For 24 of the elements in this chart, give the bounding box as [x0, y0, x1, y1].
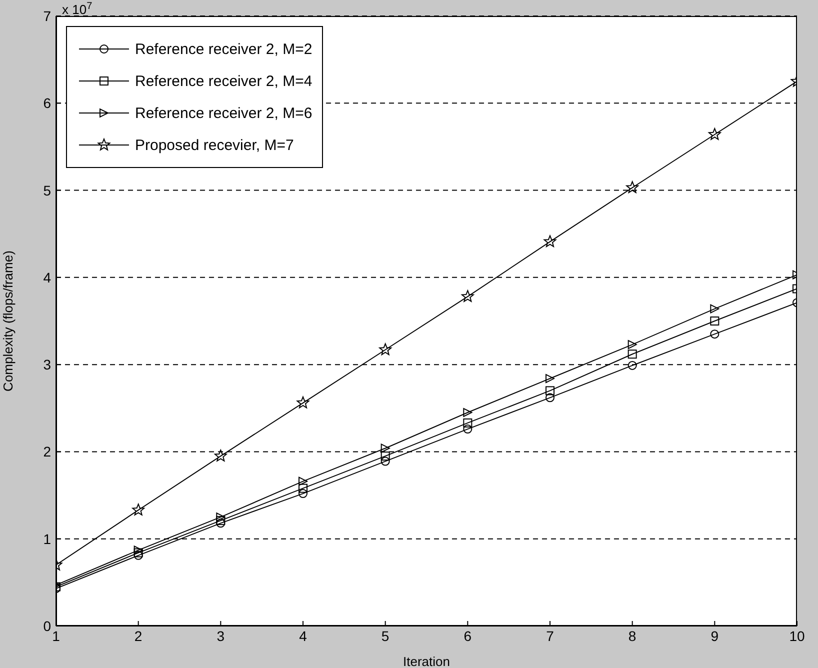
y-tick-label: 4 — [43, 269, 52, 286]
x-tick-label: 6 — [464, 628, 472, 644]
legend-label: Reference receiver 2, M=2 — [135, 40, 312, 58]
x-tick-label: 7 — [546, 628, 554, 644]
x-tick-label: 2 — [134, 628, 142, 644]
x-tick-label: 5 — [381, 628, 390, 644]
y-tick-label: 0 — [43, 618, 52, 634]
x-tick-label: 3 — [216, 628, 225, 644]
y-axis-title: Complexity (flops/frame) — [0, 250, 16, 392]
x-tick-label: 4 — [299, 628, 308, 644]
legend-label: Reference receiver 2, M=6 — [135, 104, 312, 122]
y-tick-label: 1 — [43, 530, 52, 547]
x-tick-label: 10 — [789, 628, 805, 644]
y-tick-label: 7 — [43, 8, 52, 24]
x-tick-label: 8 — [628, 628, 636, 644]
x-tick-label: 9 — [710, 628, 719, 644]
annotation: x 10$^{7}$ — [62, 0, 93, 17]
y-tick-label: 5 — [43, 182, 52, 198]
y-tick-label: 3 — [43, 356, 52, 373]
y-tick-label: 6 — [43, 95, 52, 112]
y-tick-label: 2 — [43, 444, 52, 460]
legend-label: Proposed recevier, M=7 — [135, 136, 294, 154]
x-axis-title: Iteration — [403, 654, 450, 668]
legend-label: Reference receiver 2, M=4 — [135, 72, 312, 90]
